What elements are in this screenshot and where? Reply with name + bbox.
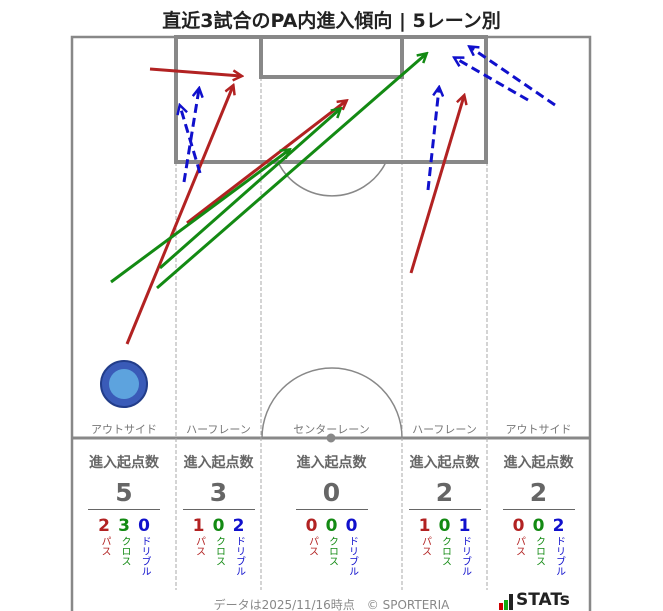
dribble-label: ドリブル bbox=[346, 536, 358, 576]
cross-arrow bbox=[159, 109, 340, 270]
pass-count: 0 bbox=[305, 516, 318, 536]
lane-label: ハーフレーン bbox=[412, 423, 477, 436]
pass-arrow bbox=[186, 101, 346, 225]
center-circle bbox=[261, 367, 403, 439]
chart-title: 直近3試合のPA内進入傾向 | 5レーン別 bbox=[162, 10, 501, 32]
pass-count: 1 bbox=[192, 516, 205, 536]
dribble-arrow bbox=[426, 88, 439, 191]
lane-stats: 進入起点数 2 0 パス 0 クロス 2 ドリブル bbox=[487, 452, 590, 576]
dribble-count: 2 bbox=[552, 516, 565, 536]
entry-count-header: 進入起点数 bbox=[409, 455, 480, 471]
cross-label: クロス bbox=[439, 536, 451, 566]
entry-count-header: 進入起点数 bbox=[183, 455, 254, 471]
entry-count-header: 進入起点数 bbox=[503, 455, 574, 471]
dribble-arrow bbox=[455, 58, 529, 102]
cross-label: クロス bbox=[119, 536, 130, 566]
cross-label: クロス bbox=[326, 536, 338, 566]
lane-label: アウトサイド bbox=[91, 423, 157, 436]
dribble-label: ドリブル bbox=[553, 536, 565, 576]
lane-label: センターレーン bbox=[293, 423, 370, 436]
stats-logo: STATs bbox=[499, 590, 570, 610]
dribble-label: ドリブル bbox=[459, 536, 471, 576]
dribble-label: ドリブル bbox=[233, 536, 245, 576]
cross-count: 0 bbox=[438, 516, 451, 536]
lane-stats: 進入起点数 5 2 パス 3 クロス 0 ドリブル bbox=[72, 452, 176, 576]
pass-arrow bbox=[125, 86, 233, 345]
pass-label: パス bbox=[513, 536, 525, 556]
pass-arrow bbox=[409, 96, 464, 274]
cross-arrow bbox=[156, 54, 426, 290]
lane-stats: 進入起点数 3 1 パス 0 クロス 2 ドリブル bbox=[176, 452, 261, 576]
entry-count-total: 3 bbox=[182, 478, 255, 510]
pass-label: パス bbox=[193, 536, 205, 556]
cross-count: 0 bbox=[212, 516, 225, 536]
dribble-count: 0 bbox=[138, 516, 150, 536]
cross-label: クロス bbox=[213, 536, 225, 566]
cross-count: 3 bbox=[118, 516, 130, 536]
dribble-arrow bbox=[180, 106, 202, 174]
team-logo bbox=[100, 360, 148, 408]
pass-label: パス bbox=[306, 536, 318, 556]
lane-label: ハーフレーン bbox=[186, 423, 251, 436]
dribble-arrow bbox=[182, 89, 199, 183]
pass-count: 0 bbox=[512, 516, 525, 536]
dribble-count: 2 bbox=[232, 516, 245, 536]
cross-count: 0 bbox=[325, 516, 338, 536]
pass-arrow bbox=[149, 67, 241, 76]
entry-count-header: 進入起点数 bbox=[89, 455, 159, 471]
entry-count-header: 進入起点数 bbox=[296, 455, 367, 471]
cross-count: 0 bbox=[532, 516, 545, 536]
pass-label: パス bbox=[99, 536, 110, 556]
entry-count-total: 2 bbox=[408, 478, 481, 510]
dribble-count: 0 bbox=[345, 516, 358, 536]
lane-stats: 進入起点数 2 1 パス 0 クロス 1 ドリブル bbox=[402, 452, 487, 576]
pass-count: 2 bbox=[98, 516, 110, 536]
cross-arrow bbox=[110, 150, 289, 284]
lane-stats: 進入起点数 0 0 パス 0 クロス 0 ドリブル bbox=[261, 452, 402, 576]
entry-count-total: 5 bbox=[88, 478, 160, 510]
pass-label: パス bbox=[419, 536, 431, 556]
lane-label: アウトサイド bbox=[505, 423, 572, 436]
pass-count: 1 bbox=[418, 516, 431, 536]
entry-count-total: 2 bbox=[502, 478, 575, 510]
center-spot bbox=[326, 433, 336, 443]
penalty-area bbox=[174, 35, 488, 164]
entry-count-total: 0 bbox=[295, 478, 368, 510]
dribble-count: 1 bbox=[458, 516, 471, 536]
penalty-arc bbox=[277, 161, 387, 197]
footer-credit: データは2025/11/16時点 © SPORTERIA bbox=[213, 598, 450, 611]
dribble-arrow bbox=[470, 47, 556, 107]
goal-area bbox=[259, 35, 404, 79]
dribble-label: ドリブル bbox=[139, 536, 150, 576]
cross-label: クロス bbox=[533, 536, 545, 566]
